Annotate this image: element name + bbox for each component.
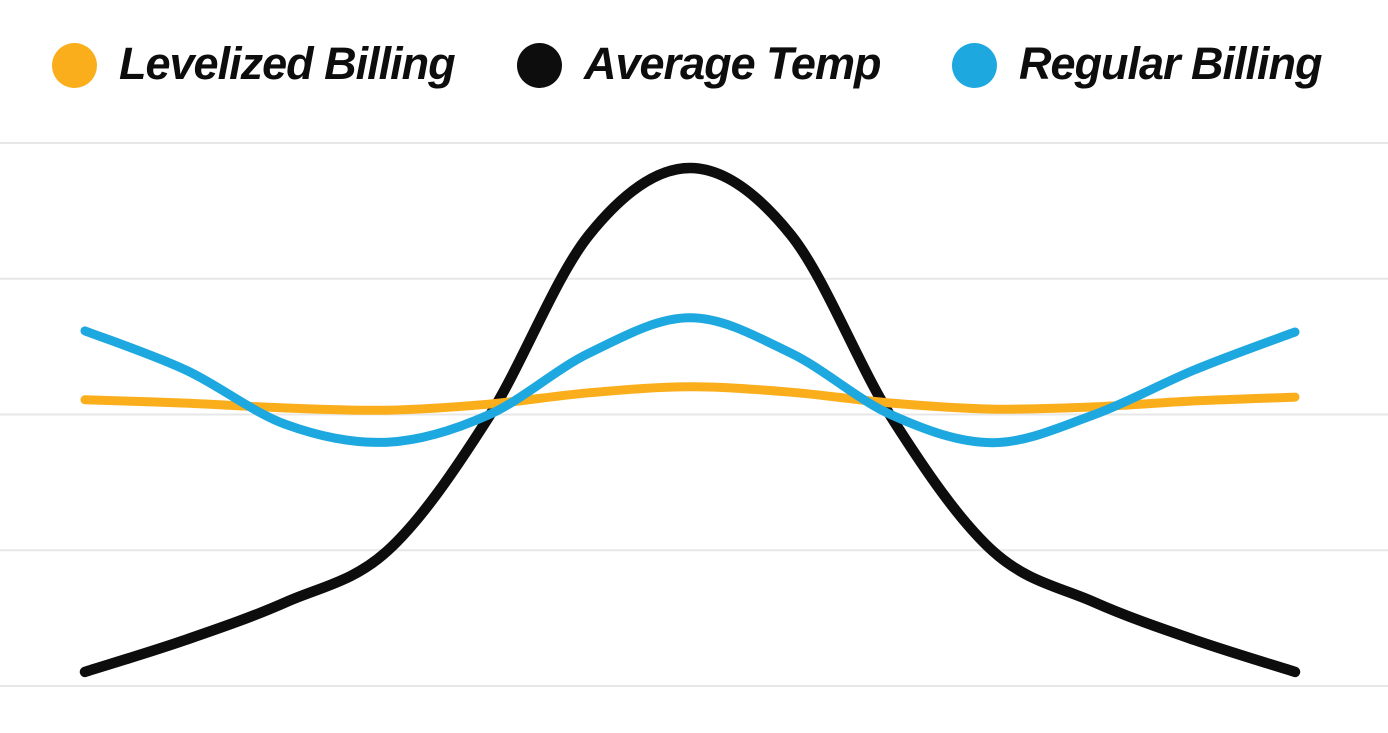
series-line-levelized-billing (80, 382, 1300, 415)
legend-swatch-regular-billing-icon (952, 42, 997, 88)
chart-legend: Levelized Billing Average Temp Regular B… (0, 0, 1388, 110)
legend-swatch-levelized-billing-icon (52, 42, 97, 88)
legend-swatch-average-temp-icon (517, 42, 562, 88)
legend-item-regular-billing: Regular Billing (952, 37, 1323, 89)
gridlines (0, 142, 1388, 687)
series-line-average-temp (79, 162, 1301, 678)
legend-item-average-temp: Average Temp (517, 37, 881, 89)
series-lines (79, 162, 1301, 678)
legend-label-levelized-billing: Levelized Billing (119, 37, 456, 89)
series-line-regular-billing (80, 313, 1300, 448)
legend-label-average-temp: Average Temp (584, 37, 881, 89)
legend-label-regular-billing: Regular Billing (1019, 37, 1323, 89)
legend-item-levelized-billing: Levelized Billing (52, 37, 456, 89)
